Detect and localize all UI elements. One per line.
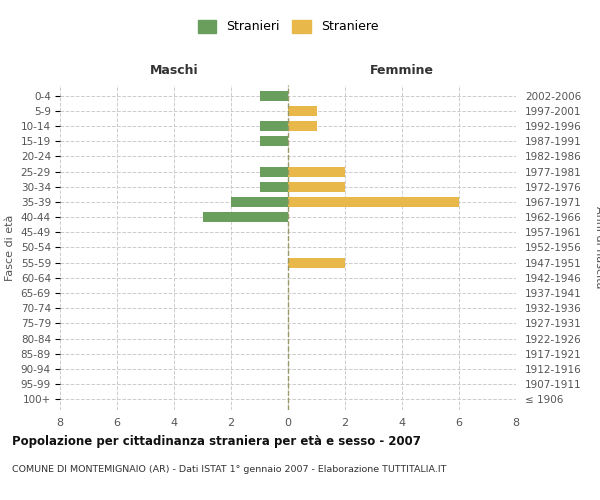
Bar <box>288 197 459 207</box>
Bar <box>260 90 288 101</box>
Bar <box>203 212 288 222</box>
Y-axis label: Fasce di età: Fasce di età <box>5 214 15 280</box>
Bar <box>288 258 345 268</box>
Text: COMUNE DI MONTEMIGNAIO (AR) - Dati ISTAT 1° gennaio 2007 - Elaborazione TUTTITAL: COMUNE DI MONTEMIGNAIO (AR) - Dati ISTAT… <box>12 465 446 474</box>
Text: Femmine: Femmine <box>370 64 434 78</box>
Bar <box>231 197 288 207</box>
Text: Maschi: Maschi <box>149 64 199 78</box>
Bar <box>288 121 317 131</box>
Legend: Stranieri, Straniere: Stranieri, Straniere <box>197 20 379 34</box>
Bar <box>260 121 288 131</box>
Bar <box>288 182 345 192</box>
Bar <box>260 166 288 176</box>
Bar <box>288 106 317 116</box>
Bar <box>260 136 288 146</box>
Text: Popolazione per cittadinanza straniera per età e sesso - 2007: Popolazione per cittadinanza straniera p… <box>12 435 421 448</box>
Bar <box>260 182 288 192</box>
Y-axis label: Anni di nascita: Anni di nascita <box>594 206 600 288</box>
Bar <box>288 166 345 176</box>
